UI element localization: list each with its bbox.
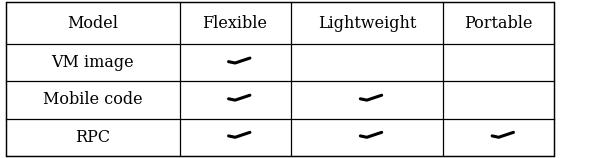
Text: Flexible: Flexible [202, 15, 268, 32]
Text: Model: Model [67, 15, 119, 32]
Text: Mobile code: Mobile code [43, 91, 143, 108]
Text: Portable: Portable [464, 15, 533, 32]
Text: VM image: VM image [52, 54, 134, 71]
Text: RPC: RPC [75, 129, 110, 146]
Text: Lightweight: Lightweight [317, 15, 416, 32]
